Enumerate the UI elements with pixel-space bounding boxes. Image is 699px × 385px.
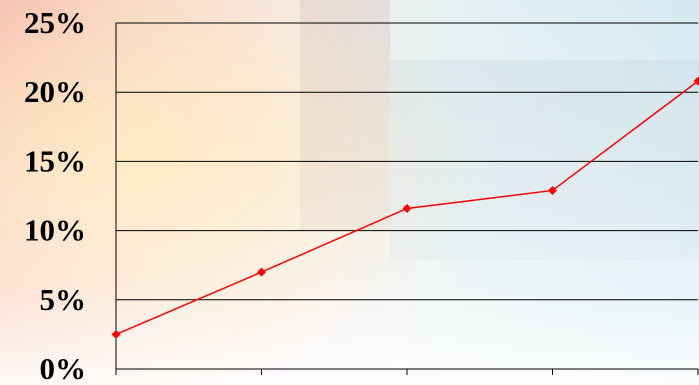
y-tick-label-5: 5% bbox=[40, 282, 87, 317]
data-point-3 bbox=[402, 203, 412, 213]
y-tick-label-15: 15% bbox=[24, 143, 86, 178]
data-point-1 bbox=[111, 329, 121, 339]
data-point-4 bbox=[548, 185, 557, 195]
y-tick-label-0: 0% bbox=[40, 351, 87, 385]
y-tick-labels: 0% 5% 10% 15% 20% 25% bbox=[24, 5, 86, 385]
data-point-2 bbox=[257, 267, 266, 277]
axes bbox=[115, 23, 699, 375]
y-tick-label-25: 25% bbox=[24, 5, 86, 40]
series-layer bbox=[111, 76, 699, 339]
y-tick-label-10: 10% bbox=[24, 213, 86, 248]
data-point-5 bbox=[693, 76, 699, 86]
y-tick-label-20: 20% bbox=[24, 74, 86, 109]
gridlines bbox=[116, 22, 698, 301]
